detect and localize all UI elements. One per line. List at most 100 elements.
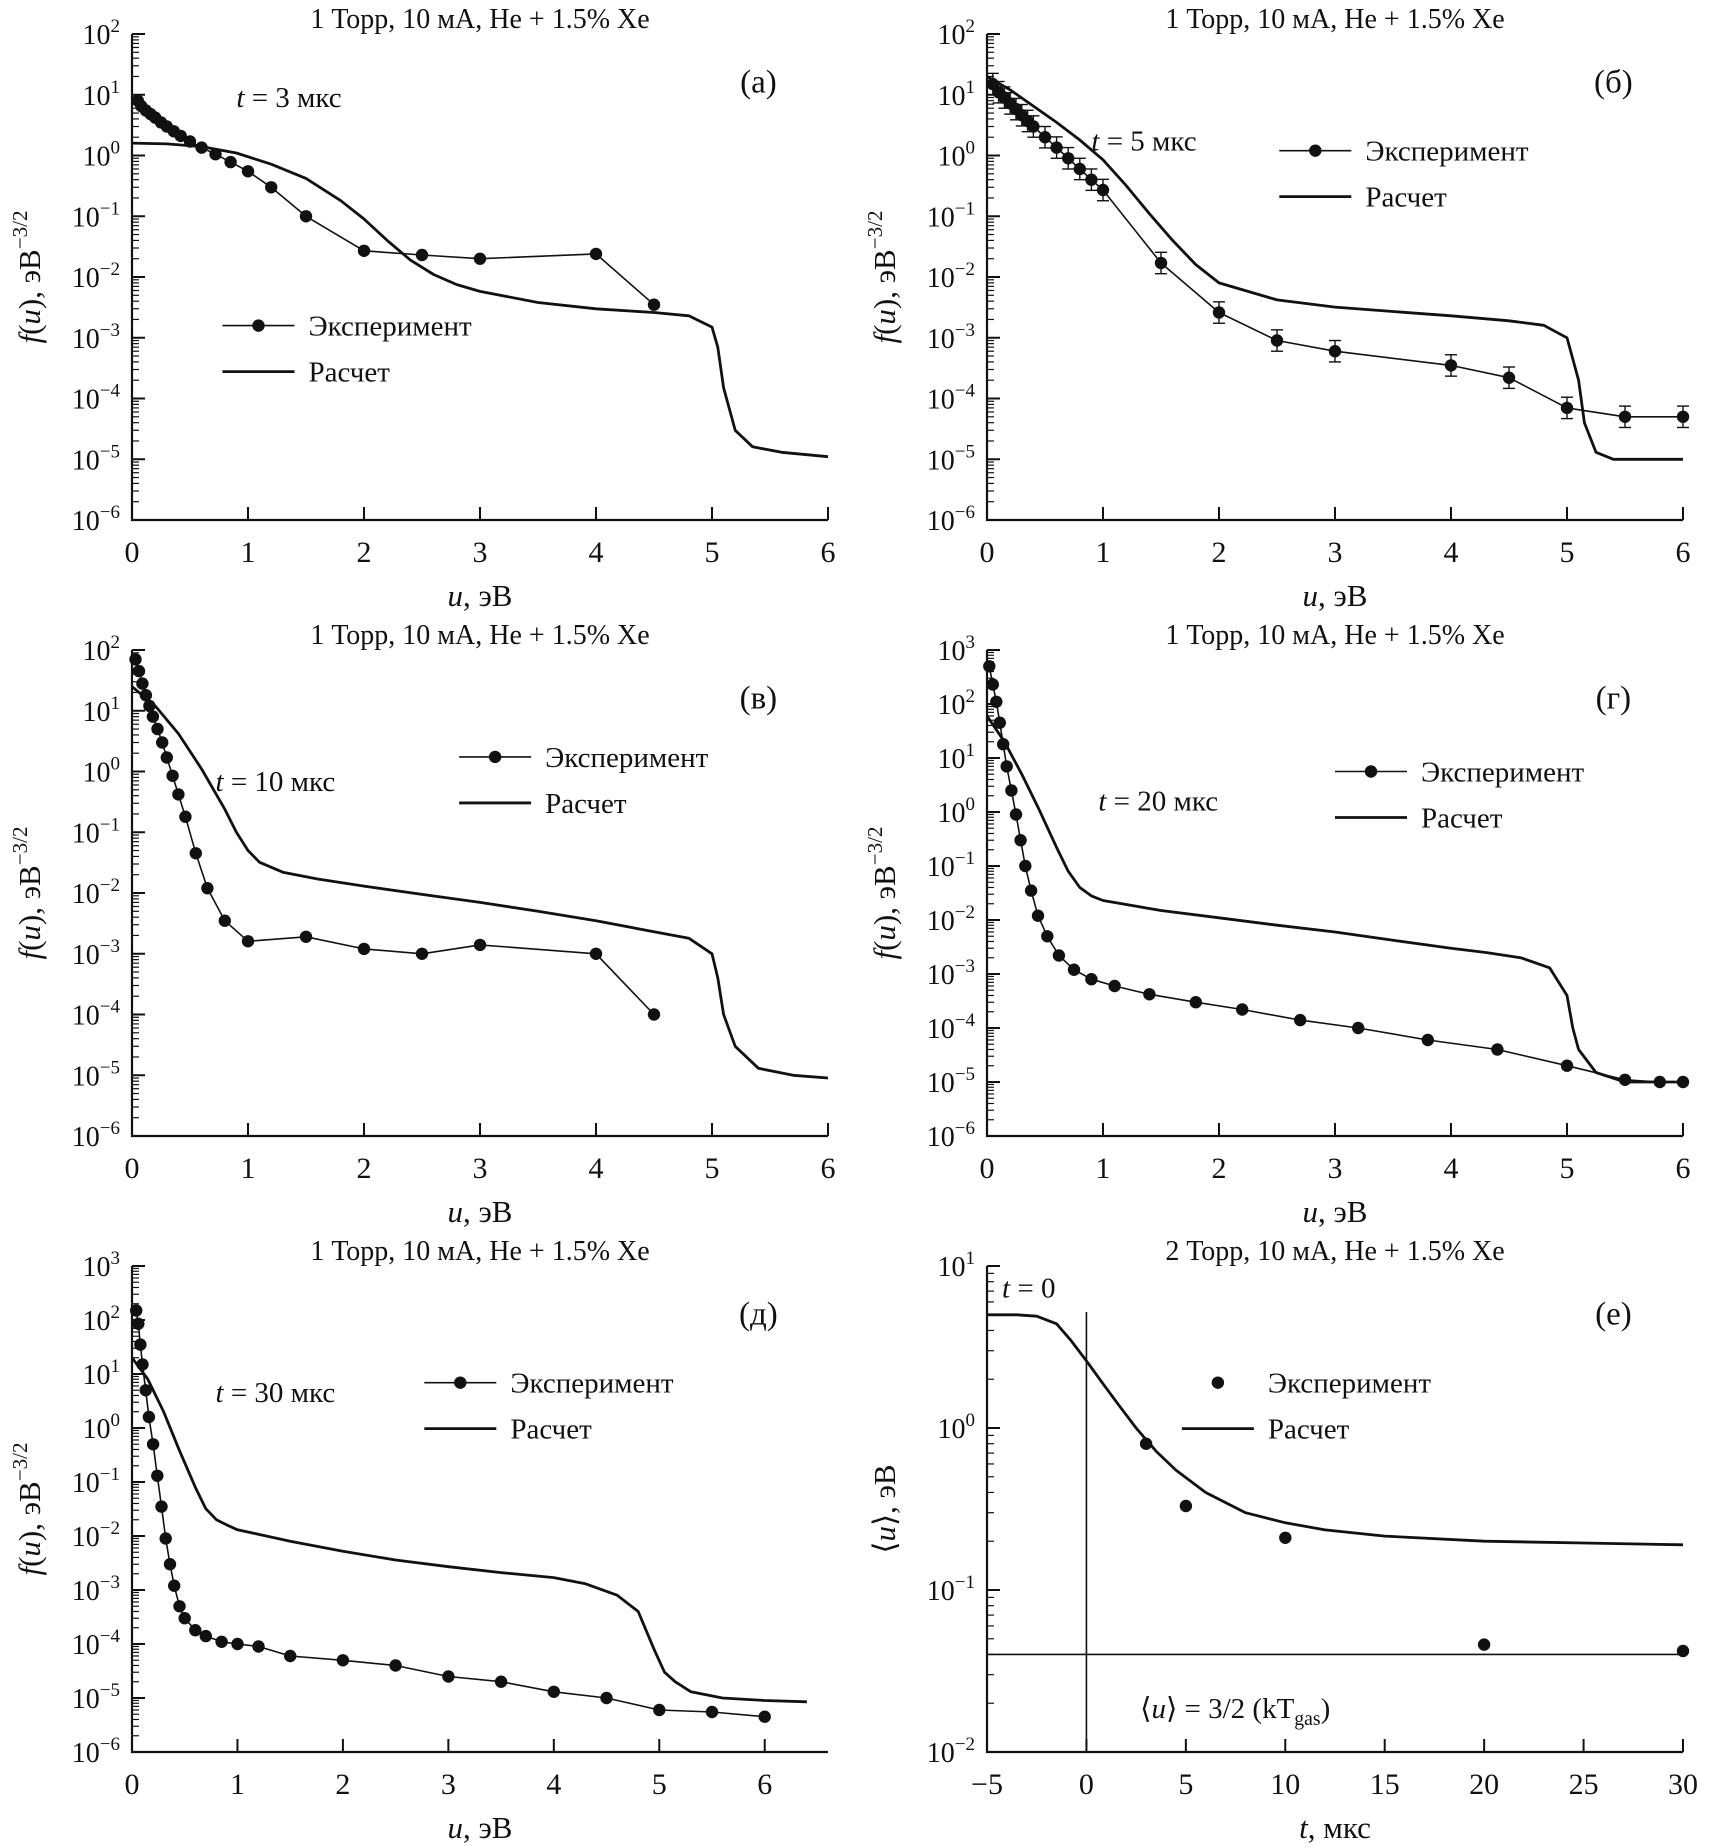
annotation: t = 20 мкс xyxy=(1098,785,1218,817)
annotation: t = 0 xyxy=(1002,1273,1055,1305)
x-tick-label: 4 xyxy=(1444,1152,1459,1185)
y-tick-label: 10−2 xyxy=(72,875,120,910)
y-tick-label: 10−6 xyxy=(927,502,975,537)
experiment-series xyxy=(1139,1437,1690,1658)
x-axis-label: u, эВ xyxy=(1303,1194,1368,1229)
experiment-series xyxy=(130,1304,771,1723)
x-tick-label: 5 xyxy=(705,1152,720,1185)
calculation-series xyxy=(130,1356,807,1704)
panel-title: 1 Торр, 10 мА, He + 1.5% Xe xyxy=(310,1236,649,1267)
y-tick-label: 10−6 xyxy=(927,1118,975,1153)
x-tick-label: 4 xyxy=(589,536,604,569)
panel-title: 1 Торр, 10 мА, He + 1.5% Xe xyxy=(310,620,649,651)
y-axis-label: ⟨u⟩, эВ xyxy=(867,1464,902,1553)
y-tick-label: 10−3 xyxy=(927,320,975,355)
y-axis-label: f(u), эВ−3/2 xyxy=(8,1442,47,1575)
y-tick-label: 103 xyxy=(83,1248,121,1283)
y-tick-label: 10−4 xyxy=(72,997,121,1032)
y-tick-label: 100 xyxy=(938,794,976,829)
legend-label: Расчет xyxy=(545,788,627,820)
legend-label: Эксперимент xyxy=(1421,757,1585,789)
x-axis-label: u, эВ xyxy=(448,578,513,613)
y-tick-label: 100 xyxy=(938,138,976,173)
x-tick-label: 0 xyxy=(125,1768,140,1801)
legend-label: Расчет xyxy=(1268,1414,1350,1446)
x-tick-label: 10 xyxy=(1270,1768,1300,1801)
y-tick-label: 100 xyxy=(83,138,121,173)
y-tick-label: 102 xyxy=(83,16,121,51)
y-tick-label: 10−5 xyxy=(72,1680,120,1715)
y-tick-label: 10−1 xyxy=(927,198,975,233)
panel-letter: (е) xyxy=(1595,1296,1632,1332)
x-axis-label: u, эВ xyxy=(448,1810,513,1845)
y-tick-label: 10−5 xyxy=(72,1057,120,1092)
calculation-series xyxy=(131,141,829,459)
x-tick-label: 1 xyxy=(1096,536,1111,569)
y-tick-label: 102 xyxy=(938,16,976,51)
x-tick-label: 15 xyxy=(1370,1768,1400,1801)
axes xyxy=(985,1265,1684,1754)
calculation-series xyxy=(986,75,1683,461)
y-tick-label: 102 xyxy=(83,632,121,667)
x-tick-label: 5 xyxy=(1560,536,1575,569)
y-tick-label: 10−6 xyxy=(72,1734,120,1769)
panel-letter: (в) xyxy=(740,680,778,716)
x-tick-label: 4 xyxy=(1444,536,1459,569)
panel-letter: (б) xyxy=(1594,64,1633,100)
y-tick-label: 10−1 xyxy=(927,1572,975,1607)
y-tick-label: 10−3 xyxy=(927,956,975,991)
panel-title: 1 Торр, 10 мА, He + 1.5% Xe xyxy=(310,4,649,35)
y-tick-label: 100 xyxy=(83,1410,121,1445)
experiment-series xyxy=(983,660,1690,1089)
legend-label: Эксперимент xyxy=(510,1368,674,1400)
chart-svg-e: 10−2 10−1 100 101 −5 0 5 10 15 20 25 30 t, мкс ⟨u⟩, э… xyxy=(867,1236,1698,1845)
annotation: t = 10 мкс xyxy=(216,766,336,798)
experiment-series xyxy=(131,94,661,311)
y-tick-label: 10−2 xyxy=(927,1734,975,1769)
y-tick-label: 10−1 xyxy=(72,198,120,233)
x-tick-label: 2 xyxy=(335,1768,350,1801)
x-tick-label: 5 xyxy=(1560,1152,1575,1185)
y-axis-label: f(u), эВ−3/2 xyxy=(863,826,902,959)
panel-letter: (д) xyxy=(739,1296,778,1332)
y-tick-label: 10−5 xyxy=(927,1064,975,1099)
axes xyxy=(985,33,1684,522)
panel-b: 10−6 10−5 10−4 10−3 10−2 10−1 100 101 102 0 1 2 3 4 5 6… xyxy=(855,0,1710,616)
x-tick-label: 2 xyxy=(1212,536,1227,569)
panel-letter: (а) xyxy=(740,64,777,100)
x-tick-label: 6 xyxy=(821,536,836,569)
x-tick-label: 5 xyxy=(705,536,720,569)
legend-label: Расчет xyxy=(510,1414,592,1446)
x-tick-label: 4 xyxy=(589,1152,604,1185)
y-tick-label: 10−4 xyxy=(927,381,976,416)
y-tick-label: 10−3 xyxy=(72,1572,120,1607)
chart-svg-v: 10−6 10−5 10−4 10−3 10−2 10−1 100 101 102 0 1 2 3 4 5 6… xyxy=(8,620,836,1229)
x-axis-label: u, эВ xyxy=(1303,578,1368,613)
calculation-series xyxy=(987,1313,1684,1547)
y-tick-label: 10−1 xyxy=(72,814,120,849)
y-tick-label: 10−5 xyxy=(72,441,120,476)
x-tick-label: 2 xyxy=(1212,1152,1227,1185)
legend-label: Расчет xyxy=(1365,182,1447,214)
legend: Эксперимент Расчет xyxy=(1335,757,1585,835)
x-tick-label: 4 xyxy=(546,1768,561,1801)
x-tick-label: 2 xyxy=(357,536,372,569)
legend-label: Эксперимент xyxy=(545,742,709,774)
x-axis-label: t, мкс xyxy=(1299,1810,1371,1845)
x-axis-label: u, эВ xyxy=(448,1194,513,1229)
x-tick-label: 0 xyxy=(125,1152,140,1185)
x-tick-label: 0 xyxy=(980,536,995,569)
x-tick-label: 0 xyxy=(980,1152,995,1185)
y-tick-label: 101 xyxy=(938,77,976,112)
legend: Эксперимент Расчет xyxy=(424,1368,674,1446)
chart-svg-b: 10−6 10−5 10−4 10−3 10−2 10−1 100 101 102 0 1 2 3 4 5 6… xyxy=(863,4,1691,613)
x-tick-label: 1 xyxy=(1096,1152,1111,1185)
y-tick-label: 10−1 xyxy=(927,848,975,883)
y-tick-label: 10−1 xyxy=(72,1464,120,1499)
x-tick-label: 1 xyxy=(241,536,256,569)
panel-g: 10−6 10−5 10−4 10−3 10−2 10−1 100 101 102 103 0 1 2 3… xyxy=(855,616,1710,1232)
y-axis-label: f(u), эВ−3/2 xyxy=(863,210,902,343)
x-tick-label: 6 xyxy=(757,1768,772,1801)
y-tick-label: 103 xyxy=(938,632,976,667)
chart-svg-d: 10−6 10−5 10−4 10−3 10−2 10−1 100 101 102 103 0 1 2 3… xyxy=(8,1236,828,1845)
